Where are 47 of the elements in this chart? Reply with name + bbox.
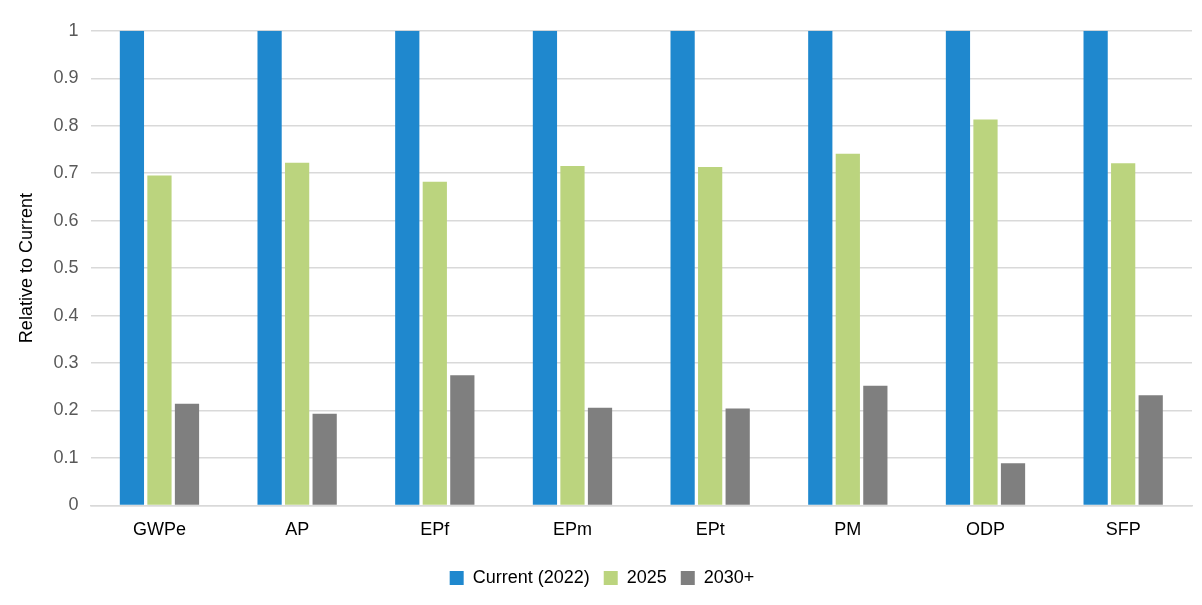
bar	[560, 166, 585, 505]
bar	[670, 30, 695, 505]
y-tick-label: 0.3	[53, 351, 79, 372]
legend-label: Current (2022)	[472, 566, 590, 587]
bar	[1083, 30, 1108, 505]
bar	[119, 30, 145, 505]
legend-label: 2025	[626, 566, 667, 587]
bar	[835, 153, 860, 505]
y-tick-label: 1	[68, 19, 79, 40]
y-tick-label: 0.8	[53, 114, 79, 135]
legend-label: 2030+	[703, 566, 755, 587]
x-tick-label: ODP	[965, 519, 1005, 540]
bar	[808, 30, 833, 505]
x-tick-label: PM	[834, 519, 862, 540]
x-tick-label: EPt	[695, 519, 725, 540]
bar	[395, 30, 420, 505]
y-tick-label: 0.1	[53, 446, 79, 467]
bar	[1138, 395, 1163, 505]
bar	[863, 385, 888, 505]
bar	[312, 413, 337, 505]
y-tick-label: 0.4	[53, 304, 79, 325]
y-axis-title: Relative to Current	[15, 193, 36, 344]
bar	[532, 30, 558, 505]
x-tick-label: EPf	[420, 519, 451, 540]
x-tick-label: AP	[285, 519, 310, 540]
bar	[1000, 463, 1026, 505]
bar	[698, 167, 723, 505]
bar	[147, 175, 172, 505]
bar	[174, 403, 200, 505]
bar	[257, 30, 282, 505]
bar	[725, 408, 750, 505]
x-tick-label: EPm	[552, 519, 592, 540]
y-tick-label: 0.5	[53, 257, 79, 278]
x-tick-label: GWPe	[132, 519, 186, 540]
bar	[450, 375, 475, 505]
bar	[945, 30, 971, 505]
y-tick-label: 0.9	[53, 67, 79, 88]
x-tick-label: SFP	[1105, 519, 1141, 540]
y-tick-label: 0.2	[53, 399, 79, 420]
bar	[587, 407, 613, 505]
bar	[973, 119, 998, 505]
y-tick-label: 0	[68, 494, 79, 515]
bar	[422, 181, 447, 505]
bar	[285, 162, 310, 505]
bar	[1111, 163, 1136, 505]
y-tick-label: 0.7	[53, 162, 79, 183]
y-tick-label: 0.6	[53, 209, 79, 230]
